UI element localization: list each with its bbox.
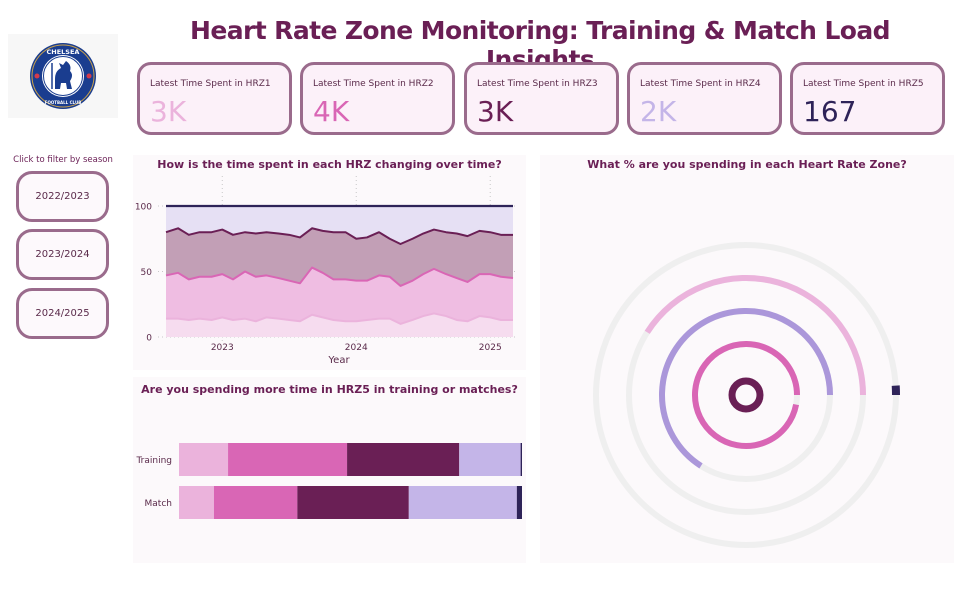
area-fill-hrz4 bbox=[166, 206, 513, 244]
bar-segment-hrz4-match[interactable] bbox=[408, 486, 517, 519]
area-chart-title: How is the time spent in each HRZ changi… bbox=[157, 158, 502, 171]
area-chart: 0 50 100 2023 2024 2025 Year bbox=[135, 176, 517, 366]
kpi-card-hrz4: Latest Time Spent in HRZ4 2K bbox=[627, 62, 782, 135]
bar-segment-hrz3-match[interactable] bbox=[297, 486, 409, 519]
kpi-label: Latest Time Spent in HRZ3 bbox=[477, 79, 598, 89]
bar-chart: Training Match bbox=[135, 443, 522, 519]
area-x-tick-label: 2024 bbox=[345, 343, 368, 353]
bar-segment-hrz2-match[interactable] bbox=[213, 486, 298, 519]
bar-category-label: Training bbox=[135, 456, 172, 466]
logo-text-bottom: FOOTBALL CLUB bbox=[45, 100, 82, 105]
area-y-tick-label: 100 bbox=[135, 203, 152, 213]
area-fill-hrz2 bbox=[166, 267, 513, 324]
kpi-card-hrz1: Latest Time Spent in HRZ1 3K bbox=[137, 62, 292, 135]
area-fill-hrz1 bbox=[166, 313, 513, 337]
area-x-tick-label: 2025 bbox=[479, 343, 502, 353]
bar-chart-panel: Are you spending more time in HRZ5 in tr… bbox=[133, 377, 526, 563]
area-y-tick-label: 0 bbox=[146, 334, 152, 344]
season-button-2022-2023[interactable]: 2022/2023 bbox=[16, 171, 109, 222]
radial-arc-hrz3[interactable] bbox=[728, 377, 764, 413]
radial-arc-hrz4[interactable] bbox=[659, 308, 833, 469]
radial-arc-hrz2[interactable] bbox=[692, 341, 800, 449]
season-button-2023-2024[interactable]: 2023/2024 bbox=[16, 229, 109, 280]
club-logo: CHELSEA FOOTBALL CLUB bbox=[8, 34, 118, 118]
area-fill-hrz3 bbox=[166, 228, 513, 286]
season-filter-label: Click to filter by season bbox=[13, 155, 113, 165]
radial-chart-title: What % are you spending in each Heart Ra… bbox=[587, 158, 907, 171]
bar-segment-hrz1-match[interactable] bbox=[179, 486, 214, 519]
bar-chart-title: Are you spending more time in HRZ5 in tr… bbox=[141, 383, 518, 396]
bar-segment-hrz2-training[interactable] bbox=[228, 443, 348, 476]
area-line-hrz3 bbox=[165, 227, 513, 245]
bar-segment-hrz1-training[interactable] bbox=[179, 443, 229, 476]
area-line-hrz1 bbox=[166, 312, 513, 325]
bar-category-label: Match bbox=[145, 499, 172, 509]
kpi-value: 3K bbox=[150, 95, 187, 128]
kpi-label: Latest Time Spent in HRZ4 bbox=[640, 79, 761, 89]
season-button-2024-2025[interactable]: 2024/2025 bbox=[16, 288, 109, 339]
kpi-label: Latest Time Spent in HRZ2 bbox=[313, 79, 434, 89]
area-x-axis-label: Year bbox=[327, 355, 350, 366]
kpi-card-hrz5: Latest Time Spent in HRZ5 167 bbox=[790, 62, 945, 135]
bar-segment-hrz3-training[interactable] bbox=[347, 443, 460, 476]
kpi-label: Latest Time Spent in HRZ1 bbox=[150, 79, 271, 89]
chelsea-crest-icon: CHELSEA FOOTBALL CLUB bbox=[30, 43, 96, 109]
radial-chart-panel: What % are you spending in each Heart Ra… bbox=[540, 155, 954, 563]
area-chart-panel: How is the time spent in each HRZ changi… bbox=[133, 155, 526, 370]
radial-chart bbox=[593, 242, 900, 548]
kpi-card-hrz3: Latest Time Spent in HRZ3 3K bbox=[464, 62, 619, 135]
kpi-label: Latest Time Spent in HRZ5 bbox=[803, 79, 924, 89]
logo-text-top: CHELSEA bbox=[47, 48, 80, 56]
bar-segment-hrz5-match[interactable] bbox=[516, 486, 522, 519]
kpi-card-hrz2: Latest Time Spent in HRZ2 4K bbox=[300, 62, 455, 135]
area-x-tick-label: 2023 bbox=[211, 343, 234, 353]
radial-track-hrz5 bbox=[593, 242, 899, 548]
kpi-value: 2K bbox=[640, 95, 677, 128]
bar-segment-hrz4-training[interactable] bbox=[459, 443, 521, 476]
area-line-hrz2 bbox=[165, 266, 514, 287]
kpi-value: 4K bbox=[313, 95, 350, 128]
dashboard-title: Heart Rate Zone Monitoring: Training & M… bbox=[190, 16, 891, 74]
bar-segment-hrz5-training[interactable] bbox=[520, 443, 522, 476]
kpi-value: 3K bbox=[477, 95, 514, 128]
kpi-value: 167 bbox=[803, 95, 857, 128]
area-y-tick-label: 50 bbox=[141, 268, 153, 278]
radial-arc-hrz1[interactable] bbox=[644, 275, 866, 396]
